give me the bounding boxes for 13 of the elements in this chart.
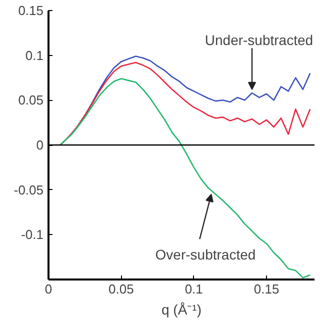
x-tick-label: 0.15 [254, 282, 280, 296]
line-series [59, 78, 311, 278]
annotation: Under-subtracted [204, 32, 314, 48]
y-tick-label: -0.1 [21, 227, 44, 242]
y-tick-label: -0.05 [14, 182, 44, 198]
x-axis-title: q (Å⁻¹) [162, 302, 202, 318]
x-tick-label: 0.1 [184, 282, 203, 296]
annotation: Over-subtracted [155, 246, 256, 262]
y-tick-label: 0.05 [18, 92, 44, 108]
x-tick-label: 0.05 [108, 282, 134, 296]
y-tick-label: 0 [36, 138, 44, 152]
y-tick-label: 0.1 [25, 48, 44, 63]
y-tick-label: 0.15 [18, 3, 44, 18]
